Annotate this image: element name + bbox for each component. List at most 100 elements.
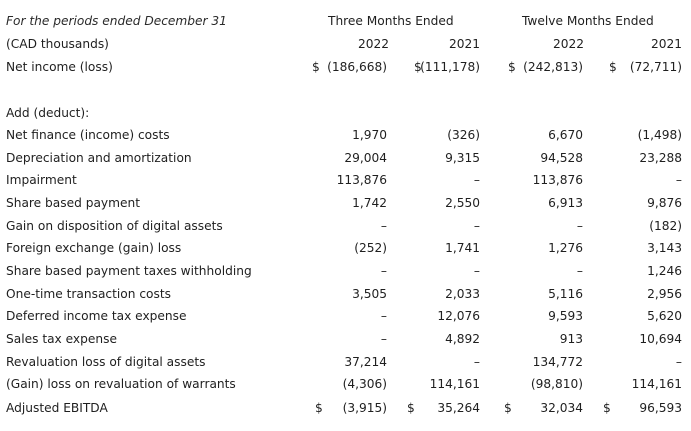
value-12m-2022: – xyxy=(576,219,583,233)
value-12m-2021: 1,246 xyxy=(647,264,682,278)
value-3m-2022: 29,004 xyxy=(344,151,387,165)
adjusted-ebitda-row: Adjusted EBITDA $ (3,915) $ 35,264 $ 32,… xyxy=(0,399,691,417)
value-3m-2022: – xyxy=(380,309,387,323)
units-label: (CAD thousands) xyxy=(6,37,109,51)
row-label: Foreign exchange (gain) loss xyxy=(6,241,182,255)
value-12m-2022: (98,810) xyxy=(530,377,583,391)
value-12m-2022: 134,772 xyxy=(532,355,583,369)
value-3m-2022: – xyxy=(380,332,387,346)
periods-label: For the periods ended December 31 xyxy=(6,14,227,28)
header-row-periods: For the periods ended December 31 Three … xyxy=(0,12,691,30)
header-row-years: (CAD thousands) 2022 2021 2022 2021 xyxy=(0,35,691,53)
value-3m-2022: 1,742 xyxy=(352,196,387,210)
row-label: One-time transaction costs xyxy=(6,287,171,301)
row-label: Share based payment taxes withholding xyxy=(6,264,252,278)
net-income-row: Net income (loss) $ (186,668) $ (111,178… xyxy=(0,58,691,76)
table-row: Sales tax expense – 4,892 913 10,694 xyxy=(0,330,691,348)
net-income-3m-2021: (111,178) xyxy=(420,60,480,74)
value-12m-2021: 10,694 xyxy=(639,332,682,346)
net-income-12m-2022: (242,813) xyxy=(523,60,583,74)
value-12m-2022: 113,876 xyxy=(532,173,583,187)
value-12m-2022: 94,528 xyxy=(540,151,583,165)
add-deduct-row: Add (deduct): xyxy=(0,104,691,122)
row-label: Deferred income tax expense xyxy=(6,309,187,323)
value-3m-2021: 2,033 xyxy=(445,287,480,301)
value-3m-2021: 2,550 xyxy=(445,196,480,210)
ebitda-12m-2022: 32,034 xyxy=(540,401,583,415)
value-3m-2021: – xyxy=(473,173,480,187)
year-12m-2021: 2021 xyxy=(650,37,682,51)
value-12m-2021: (1,498) xyxy=(637,128,682,142)
currency-symbol: $ xyxy=(315,401,323,415)
three-months-header: Three Months Ended xyxy=(328,14,454,28)
value-12m-2022: 1,276 xyxy=(548,241,583,255)
table-row: Impairment 113,876 – 113,876 – xyxy=(0,171,691,189)
value-3m-2022: 1,970 xyxy=(352,128,387,142)
row-label: Impairment xyxy=(6,173,77,187)
value-12m-2021: – xyxy=(675,173,682,187)
value-12m-2022: – xyxy=(576,264,583,278)
value-3m-2022: (4,306) xyxy=(342,377,387,391)
table-row: Foreign exchange (gain) loss (252) 1,741… xyxy=(0,239,691,257)
table-row: Depreciation and amortization 29,004 9,3… xyxy=(0,149,691,167)
currency-symbol: $ xyxy=(508,60,516,74)
row-label: Depreciation and amortization xyxy=(6,151,192,165)
value-12m-2021: 3,143 xyxy=(647,241,682,255)
currency-symbol: $ xyxy=(414,60,422,74)
year-3m-2022: 2022 xyxy=(357,37,389,51)
value-12m-2022: 9,593 xyxy=(548,309,583,323)
row-label: Revaluation loss of digital assets xyxy=(6,355,206,369)
ebitda-3m-2022: (3,915) xyxy=(342,401,387,415)
table-row: Deferred income tax expense – 12,076 9,5… xyxy=(0,307,691,325)
row-label: Gain on disposition of digital assets xyxy=(6,219,223,233)
twelve-months-header: Twelve Months Ended xyxy=(522,14,654,28)
year-3m-2021: 2021 xyxy=(448,37,480,51)
year-12m-2022: 2022 xyxy=(552,37,584,51)
row-label: Sales tax expense xyxy=(6,332,117,346)
value-3m-2022: 113,876 xyxy=(336,173,387,187)
ebitda-12m-2021: 96,593 xyxy=(639,401,682,415)
table-row: Revaluation loss of digital assets 37,21… xyxy=(0,353,691,371)
net-income-12m-2021: (72,711) xyxy=(629,60,682,74)
value-12m-2022: 6,670 xyxy=(548,128,583,142)
value-3m-2021: – xyxy=(473,264,480,278)
table-row: (Gain) loss on revaluation of warrants (… xyxy=(0,375,691,393)
value-3m-2021: 12,076 xyxy=(437,309,480,323)
value-3m-2022: – xyxy=(380,264,387,278)
value-3m-2021: 4,892 xyxy=(445,332,480,346)
table-row: Share based payment taxes withholding – … xyxy=(0,262,691,280)
currency-symbol: $ xyxy=(603,401,611,415)
currency-symbol: $ xyxy=(312,60,320,74)
value-12m-2021: 5,620 xyxy=(647,309,682,323)
value-3m-2022: 37,214 xyxy=(344,355,387,369)
row-label: (Gain) loss on revaluation of warrants xyxy=(6,377,236,391)
table-row: One-time transaction costs 3,505 2,033 5… xyxy=(0,285,691,303)
table-row: Share based payment 1,742 2,550 6,913 9,… xyxy=(0,194,691,212)
currency-symbol: $ xyxy=(407,401,415,415)
add-deduct-label: Add (deduct): xyxy=(6,106,90,120)
value-3m-2021: – xyxy=(473,355,480,369)
value-3m-2021: 114,161 xyxy=(429,377,480,391)
ebitda-3m-2021: 35,264 xyxy=(437,401,480,415)
value-3m-2021: – xyxy=(473,219,480,233)
value-3m-2022: (252) xyxy=(354,241,387,255)
row-label: Net finance (income) costs xyxy=(6,128,170,142)
value-12m-2021: – xyxy=(675,355,682,369)
value-12m-2021: 23,288 xyxy=(639,151,682,165)
net-income-3m-2022: (186,668) xyxy=(327,60,387,74)
net-income-label: Net income (loss) xyxy=(6,60,113,74)
value-12m-2021: (182) xyxy=(649,219,682,233)
value-12m-2022: 5,116 xyxy=(548,287,583,301)
value-3m-2021: (326) xyxy=(447,128,480,142)
value-3m-2021: 1,741 xyxy=(445,241,480,255)
currency-symbol: $ xyxy=(609,60,617,74)
value-12m-2021: 2,956 xyxy=(647,287,682,301)
value-3m-2022: – xyxy=(380,219,387,233)
value-12m-2021: 9,876 xyxy=(647,196,682,210)
value-12m-2021: 114,161 xyxy=(631,377,682,391)
value-3m-2021: 9,315 xyxy=(445,151,480,165)
currency-symbol: $ xyxy=(504,401,512,415)
adjusted-ebitda-label: Adjusted EBITDA xyxy=(6,401,108,415)
row-label: Share based payment xyxy=(6,196,140,210)
